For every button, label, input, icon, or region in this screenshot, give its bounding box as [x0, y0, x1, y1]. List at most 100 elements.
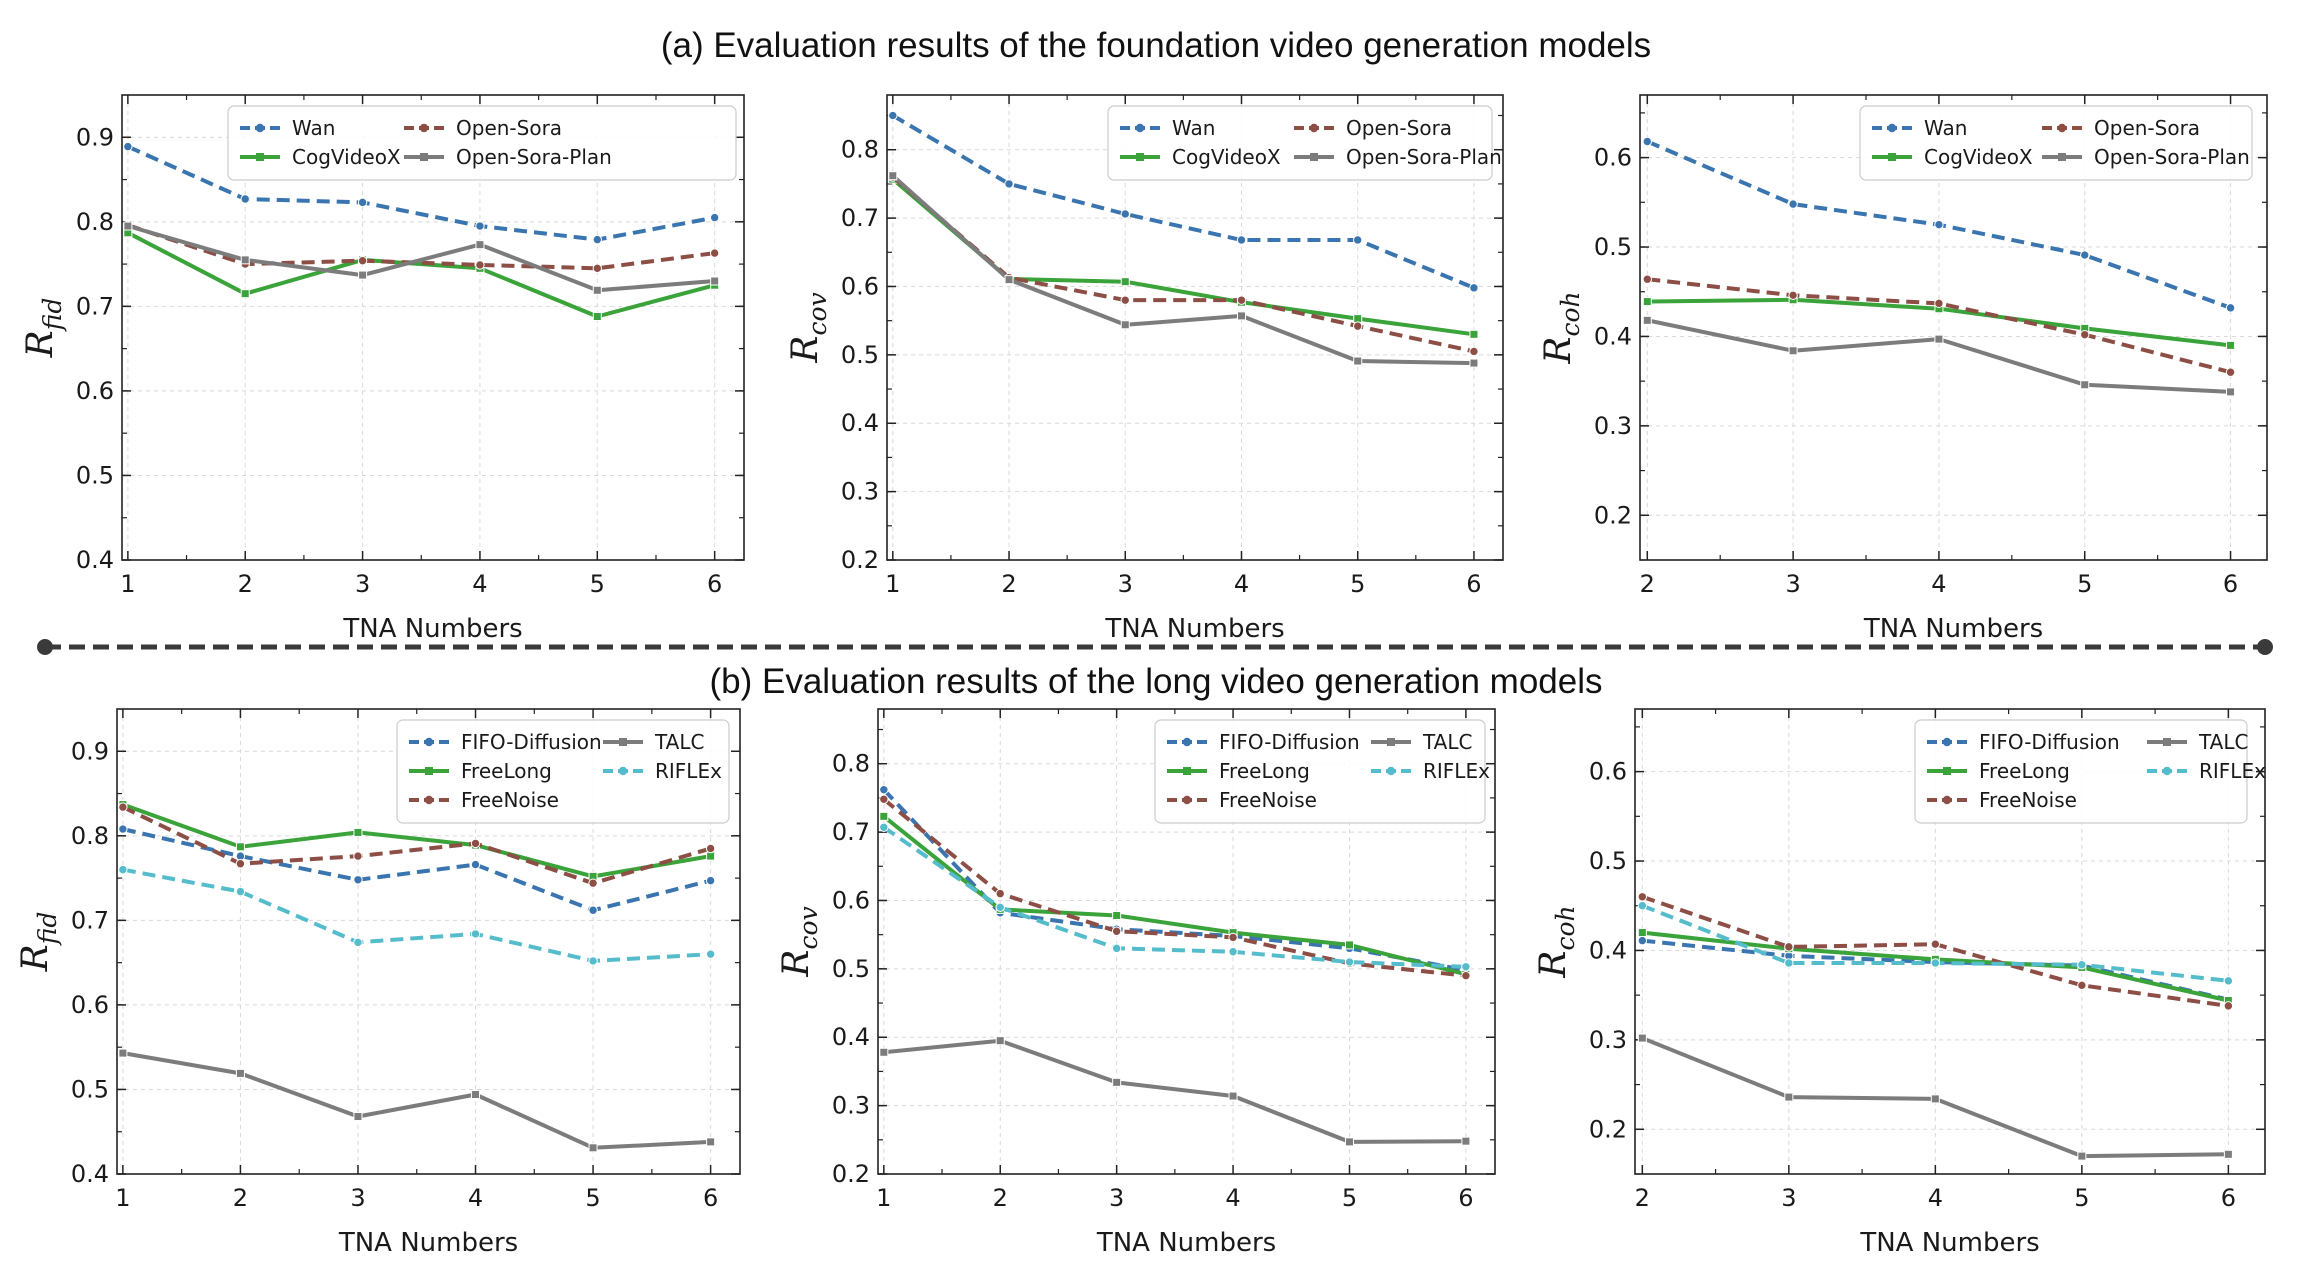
series-line-open-sora-plan	[127, 224, 715, 293]
data-point	[709, 248, 720, 258]
data-point	[475, 221, 485, 231]
tick-label-x: 3	[1118, 570, 1133, 598]
data-point	[710, 276, 720, 286]
tick-label-y: 0.3	[1589, 1026, 1627, 1054]
legend-label: Wan	[1924, 116, 1967, 140]
data-point	[888, 171, 898, 181]
legend-label: Wan	[292, 116, 335, 140]
data-point	[706, 851, 716, 861]
data-point	[1637, 935, 1648, 946]
data-point	[1353, 356, 1363, 366]
series-line-freenoise	[882, 797, 1467, 978]
tick-label-x: 4	[1225, 1184, 1240, 1212]
y-axis-label-main: R	[20, 330, 61, 358]
tick-label-x: 4	[468, 1184, 483, 1212]
tick-label-x: 3	[350, 1184, 365, 1212]
data-point	[235, 842, 245, 852]
tick-label-x: 4	[472, 570, 487, 598]
tick-label-x: 4	[1928, 1184, 1943, 1212]
chart-a3: 0.2 0.3 0.4 0.5 0.6 2 3 4 5 6 TNA Numbers Rcoh Wan Op…	[1538, 94, 2268, 644]
y-axis-label-sub: cov	[794, 906, 823, 949]
y-axis-label-text: Rcoh	[1533, 905, 1580, 978]
legend-marker	[419, 123, 429, 133]
data-point	[353, 827, 363, 837]
data-point	[353, 851, 363, 861]
y-axis-label: Rfid	[20, 298, 67, 359]
legend-frame	[1107, 105, 1493, 181]
data-point	[1353, 235, 1363, 245]
data-point	[1642, 315, 1652, 325]
data-point	[2077, 1151, 2087, 1161]
plot-frame	[116, 708, 741, 1175]
series-line-freelong	[122, 802, 711, 879]
data-point	[471, 1090, 481, 1100]
data-point	[588, 905, 598, 915]
plot-frame	[1634, 708, 2266, 1175]
data-point	[118, 824, 128, 834]
data-point	[1461, 1136, 1471, 1146]
tick-label-x: 3	[1781, 1184, 1796, 1212]
tick-label-y: 0.4	[1589, 936, 1627, 964]
data-point	[1930, 939, 1941, 949]
data-point	[1461, 962, 1471, 972]
legend: Wan Open-Sora CogVideoX Open-Sora-Plan	[227, 105, 737, 181]
data-point	[2226, 340, 2236, 350]
data-point	[353, 875, 363, 885]
data-point	[475, 260, 485, 270]
data-point	[118, 802, 128, 812]
series-line-fifo-diffusion	[122, 827, 712, 913]
series-line-open-sora-plan	[891, 174, 1474, 366]
tick-label-y: 0.7	[76, 292, 114, 320]
legend-frame	[1859, 105, 2253, 181]
tick-label-x: 2	[1640, 570, 1655, 598]
x-axis-label: TNA Numbers	[338, 1228, 518, 1258]
legend-label: Open-Sora	[1346, 116, 1452, 140]
data-point	[2223, 976, 2234, 986]
y-axis-label-text: Rcov	[776, 906, 823, 977]
y-axis-label-sub: coh	[1551, 905, 1580, 950]
legend-label: FreeLong	[1979, 759, 2070, 783]
legend-marker	[420, 153, 428, 161]
data-point	[1120, 209, 1130, 219]
series-line-open-sora-plan	[1646, 318, 2231, 394]
tick-label-x: 5	[2077, 570, 2092, 598]
legend-label: Open-Sora-Plan	[1346, 145, 1502, 169]
y-axis-label-main: R	[785, 336, 826, 364]
legend-marker	[1386, 766, 1396, 776]
tick-label-x: 6	[703, 1184, 718, 1212]
legend-marker	[424, 795, 434, 805]
legend-label: FIFO-Diffusion	[1219, 730, 1360, 754]
tick-label-y: 0.5	[1594, 233, 1632, 261]
legend-frame	[1154, 719, 1486, 824]
data-point	[470, 838, 481, 849]
tick-label-y: 0.9	[76, 123, 114, 151]
data-point	[1642, 274, 1652, 284]
data-point	[879, 1047, 889, 1057]
chart-b3: 0.2 0.3 0.4 0.5 0.6 2 3 4 5 6 TNA Numbers Rcoh FIFO-…	[1533, 708, 2266, 1258]
data-point	[709, 212, 720, 223]
data-point	[1228, 947, 1238, 957]
tick-label-x: 2	[993, 1184, 1008, 1212]
data-point	[1236, 311, 1246, 321]
data-point	[2223, 1149, 2233, 1159]
legend-label: RIFLEx	[2199, 759, 2266, 783]
data-point	[353, 1112, 363, 1122]
tick-label-y: 0.5	[1589, 847, 1627, 875]
data-point	[240, 194, 250, 204]
tick-label-y: 0.5	[841, 341, 879, 369]
plot-frame	[886, 94, 1504, 561]
x-axis-label: TNA Numbers	[1859, 1228, 2039, 1258]
data-point	[1637, 928, 1647, 938]
legend-label: FIFO-Diffusion	[461, 730, 602, 754]
tick-label-y: 0.5	[832, 955, 870, 983]
data-point	[2223, 1001, 2234, 1011]
data-point	[470, 859, 481, 870]
data-point	[118, 1048, 128, 1058]
legend-label: FreeLong	[461, 759, 552, 783]
legend-label: CogVideoX	[292, 145, 401, 169]
legend-label: CogVideoX	[1172, 145, 1281, 169]
x-axis-label: TNA Numbers	[342, 614, 522, 644]
tick-label-y: 0.6	[71, 991, 109, 1019]
tick-label-y: 0.3	[832, 1092, 870, 1120]
series-line-open-sora	[127, 223, 715, 271]
